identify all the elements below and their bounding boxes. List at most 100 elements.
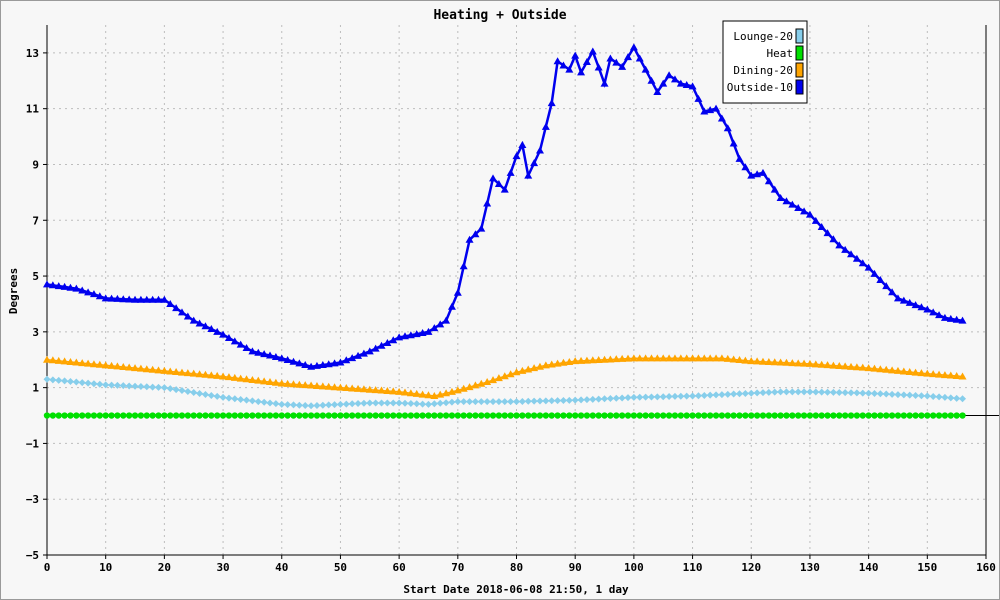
data-point-dining-20 xyxy=(324,382,333,390)
data-point-dining-20 xyxy=(189,369,198,377)
data-point-outside-10 xyxy=(166,299,175,307)
data-point-outside-10 xyxy=(629,43,638,51)
data-point-heat xyxy=(190,412,197,419)
data-point-lounge-20 xyxy=(190,389,198,397)
data-point-lounge-20 xyxy=(219,393,227,401)
data-point-lounge-20 xyxy=(319,401,327,409)
data-point-dining-20 xyxy=(541,361,550,369)
data-point-dining-20 xyxy=(729,355,738,363)
data-point-lounge-20 xyxy=(876,390,884,398)
data-point-lounge-20 xyxy=(671,392,679,400)
legend-swatch xyxy=(795,62,804,78)
data-point-dining-20 xyxy=(588,356,597,364)
data-point-lounge-20 xyxy=(395,399,403,407)
data-point-dining-20 xyxy=(659,354,668,362)
data-point-heat xyxy=(777,412,784,419)
data-point-lounge-20 xyxy=(401,399,409,407)
data-point-outside-10 xyxy=(78,286,87,294)
data-point-dining-20 xyxy=(524,365,533,373)
data-point-dining-20 xyxy=(330,383,339,391)
data-point-lounge-20 xyxy=(466,398,474,406)
data-point-heat xyxy=(167,412,174,419)
legend: Lounge-20 Heat Dining-20 Outside-10 xyxy=(722,20,808,104)
data-point-outside-10 xyxy=(330,359,339,367)
data-point-heat xyxy=(648,412,655,419)
data-point-dining-20 xyxy=(371,386,380,394)
data-point-heat xyxy=(84,412,92,419)
data-point-outside-10 xyxy=(758,168,767,176)
data-point-lounge-20 xyxy=(372,399,380,407)
y-tick-label: −1 xyxy=(26,437,40,450)
data-point-heat xyxy=(513,412,520,419)
data-point-heat xyxy=(49,412,57,419)
data-point-outside-10 xyxy=(60,282,69,290)
data-point-outside-10 xyxy=(418,328,427,336)
data-point-dining-20 xyxy=(612,355,621,363)
data-point-heat xyxy=(313,412,321,419)
data-point-heat xyxy=(871,412,878,419)
data-point-lounge-20 xyxy=(853,389,861,397)
data-point-outside-10 xyxy=(594,63,603,71)
data-point-lounge-20 xyxy=(794,388,802,396)
data-point-lounge-20 xyxy=(72,378,80,386)
data-point-heat xyxy=(929,412,937,419)
y-tick-label: 9 xyxy=(32,158,39,171)
data-point-lounge-20 xyxy=(108,381,116,389)
data-point-outside-10 xyxy=(383,339,392,346)
data-point-outside-10 xyxy=(400,332,409,340)
data-point-lounge-20 xyxy=(243,396,251,404)
data-point-dining-20 xyxy=(78,359,87,367)
data-point-outside-10 xyxy=(735,154,744,162)
data-point-heat xyxy=(343,412,350,419)
data-point-dining-20 xyxy=(888,366,897,374)
data-point-outside-10 xyxy=(395,333,404,341)
data-point-outside-10 xyxy=(406,331,415,339)
data-point-outside-10 xyxy=(219,330,228,338)
data-point-dining-20 xyxy=(43,355,51,363)
data-point-dining-20 xyxy=(447,387,456,395)
data-point-outside-10 xyxy=(172,304,181,312)
data-point-outside-10 xyxy=(888,288,897,296)
data-point-outside-10 xyxy=(442,316,451,324)
data-point-dining-20 xyxy=(242,375,251,383)
x-tick-label: 40 xyxy=(275,561,288,574)
data-point-dining-20 xyxy=(893,366,902,374)
data-point-outside-10 xyxy=(312,361,321,369)
data-point-lounge-20 xyxy=(718,391,726,399)
data-point-heat xyxy=(507,412,514,419)
data-point-dining-20 xyxy=(236,374,245,382)
data-point-lounge-20 xyxy=(694,392,702,400)
data-point-lounge-20 xyxy=(812,388,820,396)
data-point-heat xyxy=(800,412,808,419)
data-point-heat xyxy=(237,412,244,419)
data-point-heat xyxy=(706,412,714,419)
data-point-lounge-20 xyxy=(542,397,550,405)
data-point-lounge-20 xyxy=(413,400,421,408)
data-point-lounge-20 xyxy=(894,391,902,399)
data-point-heat xyxy=(337,412,344,419)
legend-label: Heat xyxy=(767,47,794,60)
data-point-lounge-20 xyxy=(636,393,644,401)
data-point-outside-10 xyxy=(571,51,580,59)
data-point-outside-10 xyxy=(107,294,116,302)
data-point-dining-20 xyxy=(841,362,850,370)
data-point-dining-20 xyxy=(682,354,691,362)
data-point-dining-20 xyxy=(700,354,709,362)
data-point-heat xyxy=(695,412,702,419)
data-point-heat xyxy=(437,412,444,419)
data-point-dining-20 xyxy=(905,368,914,376)
data-point-heat xyxy=(249,412,256,419)
data-point-heat xyxy=(630,412,638,419)
data-point-dining-20 xyxy=(318,382,327,390)
data-point-lounge-20 xyxy=(736,390,744,398)
data-point-dining-20 xyxy=(95,360,104,368)
data-point-outside-10 xyxy=(136,295,145,303)
data-point-heat xyxy=(143,412,150,419)
data-point-lounge-20 xyxy=(49,376,57,384)
data-point-outside-10 xyxy=(447,302,456,310)
data-point-outside-10 xyxy=(207,325,216,333)
data-point-dining-20 xyxy=(483,378,492,386)
data-point-lounge-20 xyxy=(278,400,286,408)
data-point-dining-20 xyxy=(600,355,609,363)
data-point-heat xyxy=(290,412,297,419)
